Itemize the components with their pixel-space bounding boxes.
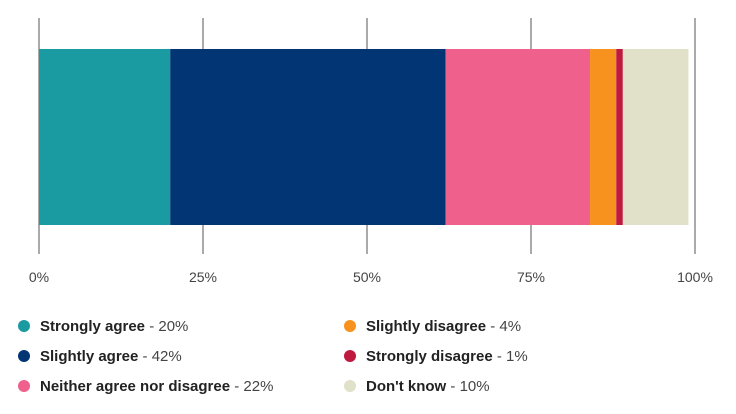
bar-segment-slightly-agree	[170, 49, 446, 225]
legend-value: 20%	[158, 318, 189, 335]
bar-segment-strongly-disagree	[616, 49, 623, 225]
legend-marker	[344, 380, 356, 393]
legend-separator: -	[138, 348, 152, 365]
legend-label: Slightly disagree	[366, 318, 487, 335]
x-axis-tick-labels: 0% 25% 50% 75% 100%	[29, 269, 713, 285]
legend-item-slightly-disagree: Slightly disagree - 4%	[344, 316, 521, 338]
bar-segment-strongly-agree	[39, 49, 171, 225]
legend-label: Don't know	[366, 378, 447, 395]
legend-label: Neither agree nor disagree	[40, 378, 231, 395]
legend-separator: -	[145, 318, 159, 335]
legend-item-strongly-disagree: Strongly disagree - 1%	[344, 346, 528, 368]
legend-value: 22%	[243, 378, 274, 395]
bar-segment-neither-agree-nor-disagree	[445, 49, 591, 225]
legend-separator: -	[230, 378, 244, 395]
x-tick-label: 25%	[189, 269, 217, 285]
legend-item-dont-know: Don't know - 10%	[344, 376, 490, 398]
legend-separator: -	[492, 348, 507, 365]
legend-value: 10%	[459, 378, 490, 395]
legend-marker	[344, 350, 356, 363]
bar-segment-don-t-know	[622, 49, 689, 225]
x-tick-label: 100%	[677, 269, 713, 285]
bar-segment-slightly-disagree	[590, 49, 617, 225]
legend: Strongly agree - 20% Slightly agree - 42…	[18, 316, 718, 406]
x-tick-label: 50%	[353, 269, 381, 285]
legend-marker	[344, 320, 356, 333]
legend-marker	[18, 350, 30, 363]
legend-value: 1%	[506, 348, 528, 365]
bar-segments	[39, 49, 689, 225]
legend-label: Strongly disagree	[366, 348, 493, 365]
legend-value: 4%	[499, 318, 522, 335]
legend-item-slightly-agree: Slightly agree - 42%	[18, 346, 182, 368]
legend-marker	[18, 380, 30, 393]
x-tick-label: 75%	[517, 269, 545, 285]
stacked-bar-chart: 0% 25% 50% 75% 100%	[29, 18, 713, 285]
legend-marker	[18, 320, 30, 333]
legend-separator: -	[446, 378, 460, 395]
legend-item-strongly-agree: Strongly agree - 20%	[18, 316, 188, 338]
legend-item-neither: Neither agree nor disagree - 22%	[18, 376, 273, 398]
x-tick-label: 0%	[29, 269, 49, 285]
legend-value: 42%	[151, 348, 182, 365]
legend-label: Slightly agree	[40, 348, 139, 365]
legend-label: Strongly agree	[40, 318, 146, 335]
legend-separator: -	[486, 318, 500, 335]
